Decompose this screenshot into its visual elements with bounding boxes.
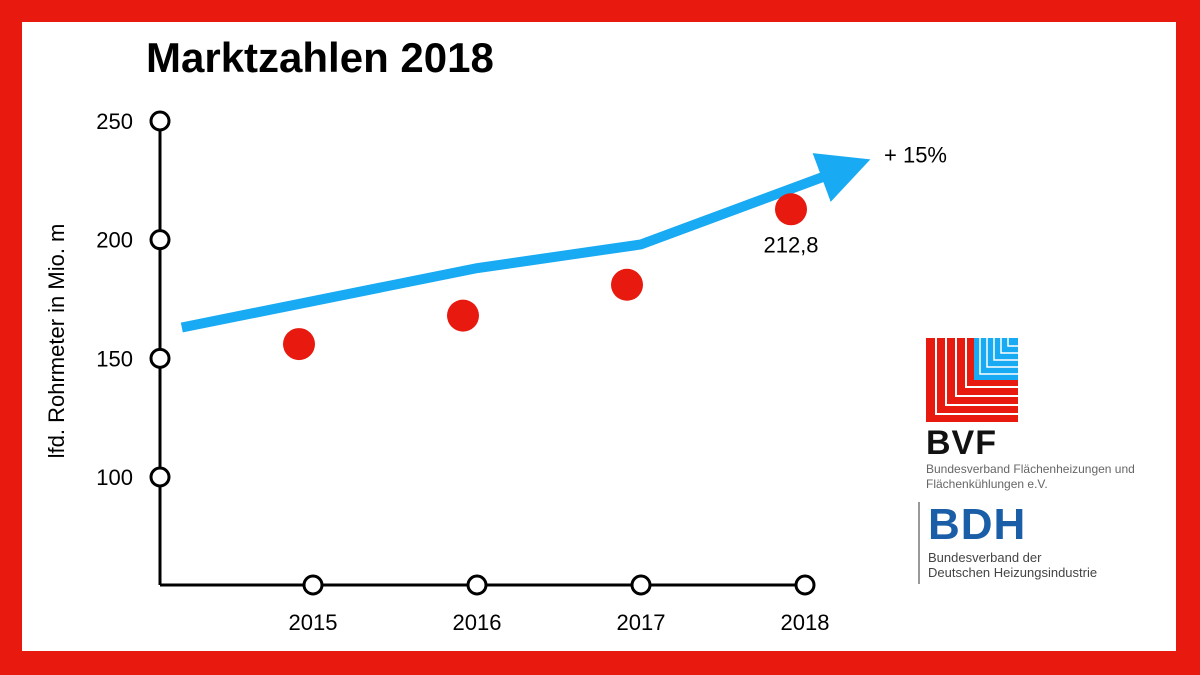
y-axis-label: lfd. Rohrmeter in Mio. m (44, 224, 69, 459)
bvf-logo-mark (926, 338, 1018, 422)
bdh-logo-fullname: Bundesverband der Deutschen Heizungsindu… (928, 550, 1143, 580)
bdh-logo-abbr: BDH (928, 500, 1027, 549)
x-tick-label: 2018 (781, 610, 830, 635)
y-tick-marker (149, 229, 171, 251)
bdh-divider (918, 502, 920, 584)
y-tick-label: 250 (96, 109, 133, 134)
y-tick-label: 150 (96, 346, 133, 371)
y-ticks: 100 150 200 250 (96, 109, 171, 490)
data-point-2016 (447, 299, 479, 332)
x-tick-label: 2017 (617, 610, 666, 635)
bvf-logo-line (1007, 338, 1018, 347)
bvf-logo-line (986, 338, 1018, 368)
bvf-logo-line (1000, 338, 1018, 354)
white-panel (22, 22, 1176, 651)
bvf-logo-line (935, 338, 1018, 415)
bdh-logo-line2: Deutschen Heizungsindustrie (928, 565, 1098, 580)
x-tick-marker (466, 574, 488, 596)
data-labels: 212,8 (763, 232, 818, 257)
logos: BVF Bundesverband Flächenheizungen und F… (918, 334, 1144, 594)
bvf-logo-line (945, 338, 1018, 406)
x-tick-marker (630, 574, 652, 596)
y-tick-marker (149, 110, 171, 132)
bvf-logo-line (955, 338, 1018, 397)
trend-arrow-line (180, 153, 871, 333)
y-tick-marker (149, 347, 171, 369)
x-tick-marker (794, 574, 816, 596)
trend-arrow-label: + 15% (884, 142, 947, 167)
x-tick-label: 2015 (289, 610, 338, 635)
chart-title: Marktzahlen 2018 (146, 34, 494, 81)
bdh-logo-line1: Bundesverband der (928, 550, 1042, 565)
trend-arrow: + 15% (180, 142, 947, 333)
y-tick-marker (149, 466, 171, 488)
x-tick-marker (302, 574, 324, 596)
data-points (283, 193, 807, 361)
data-point-2017 (611, 268, 643, 301)
bvf-blue-block (974, 338, 1018, 380)
x-tick-label: 2016 (453, 610, 502, 635)
y-tick-label: 200 (96, 228, 133, 253)
axes (158, 121, 806, 587)
data-point-2018 (775, 193, 807, 226)
bvf-logo-abbr: BVF (926, 424, 997, 462)
bvf-logo-line (979, 338, 1018, 375)
bvf-logo-fullname: Bundesverband Flächenheizungen und Fläch… (926, 462, 1135, 491)
data-point-2015 (283, 328, 315, 361)
bvf-logo-line (965, 338, 1018, 388)
y-tick-label: 100 (96, 465, 133, 490)
bvf-logo-line (993, 338, 1018, 361)
bvf-logo-lines (935, 338, 1018, 415)
data-label: 212,8 (763, 232, 818, 257)
x-ticks: 2015 2016 2017 2018 (289, 574, 830, 635)
